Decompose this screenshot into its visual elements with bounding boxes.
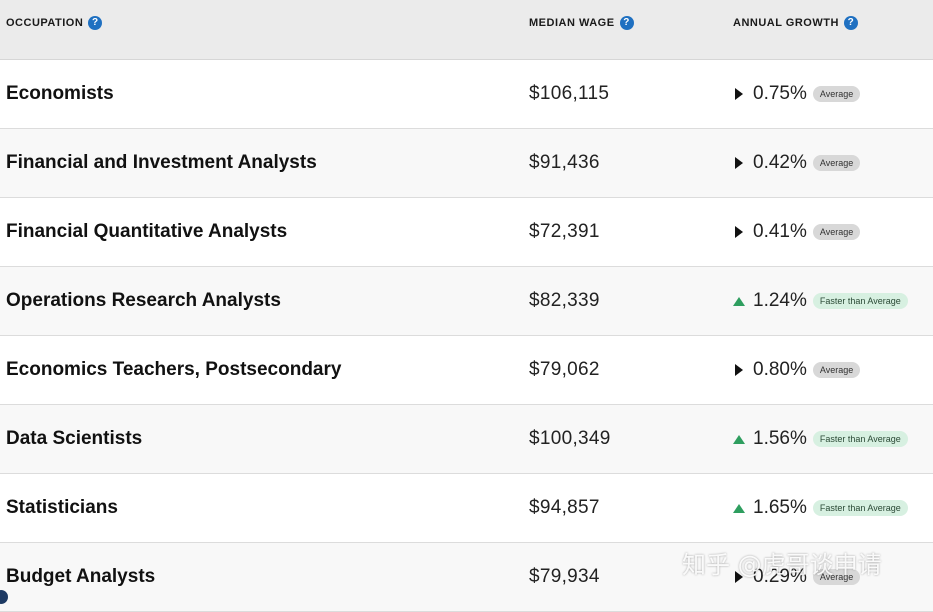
- median-wage-header-label: MEDIAN WAGE: [529, 17, 615, 29]
- growth-badge: Average: [812, 155, 861, 171]
- triangle-right-icon: [733, 226, 745, 238]
- occupation-name[interactable]: Financial Quantitative Analysts: [6, 221, 288, 242]
- triangle-right-icon: [733, 157, 745, 169]
- help-icon[interactable]: ?: [88, 16, 103, 30]
- table-row[interactable]: Statisticians $94,857 1.65% Faster than …: [0, 474, 933, 543]
- annual-growth: 0.42% Average: [733, 129, 861, 197]
- median-wage-column-header[interactable]: MEDIAN WAGE ?: [529, 15, 634, 31]
- help-icon[interactable]: ?: [843, 16, 858, 30]
- annual-growth: 1.24% Faster than Average: [733, 267, 908, 335]
- growth-percent: 1.56%: [753, 428, 807, 449]
- occupation-name[interactable]: Statisticians: [6, 497, 118, 518]
- growth-badge: Average: [812, 224, 861, 240]
- growth-badge: Average: [812, 362, 861, 378]
- growth-percent: 1.24%: [753, 290, 807, 311]
- annual-growth-header-label: ANNUAL GROWTH: [733, 17, 839, 29]
- annual-growth: 0.80% Average: [733, 336, 861, 404]
- median-wage: $94,857: [529, 497, 600, 518]
- annual-growth-column-header[interactable]: ANNUAL GROWTH ?: [733, 15, 858, 31]
- occupation-name[interactable]: Data Scientists: [6, 428, 143, 449]
- occupation-name[interactable]: Operations Research Analysts: [6, 290, 281, 311]
- growth-percent: 0.42%: [753, 152, 807, 173]
- table-row[interactable]: Financial and Investment Analysts $91,43…: [0, 129, 933, 198]
- median-wage: $82,339: [529, 290, 600, 311]
- annual-growth: 0.41% Average: [733, 198, 861, 266]
- growth-badge: Average: [812, 86, 861, 102]
- growth-percent: 0.29%: [753, 566, 807, 587]
- growth-percent: 0.80%: [753, 359, 807, 380]
- annual-growth: 0.29% Average: [733, 543, 861, 611]
- occupation-name[interactable]: Economists: [6, 83, 114, 104]
- triangle-right-icon: [733, 571, 745, 583]
- triangle-right-icon: [733, 364, 745, 376]
- table-row[interactable]: Operations Research Analysts $82,339 1.2…: [0, 267, 933, 336]
- growth-badge: Faster than Average: [812, 431, 908, 447]
- occupation-name[interactable]: Budget Analysts: [6, 566, 156, 587]
- triangle-up-icon: [733, 502, 745, 514]
- growth-badge: Faster than Average: [812, 500, 908, 516]
- table-row[interactable]: Economists $106,115 0.75% Average: [0, 60, 933, 129]
- median-wage: $106,115: [529, 83, 610, 104]
- occupation-column-header[interactable]: OCCUPATION ?: [6, 15, 103, 31]
- median-wage: $79,062: [529, 359, 600, 380]
- triangle-up-icon: [733, 433, 745, 445]
- triangle-up-icon: [733, 295, 745, 307]
- occupation-header-label: OCCUPATION: [6, 17, 84, 29]
- median-wage: $72,391: [529, 221, 600, 242]
- table-row[interactable]: Budget Analysts $79,934 0.29% Average: [0, 543, 933, 612]
- help-icon[interactable]: ?: [619, 16, 634, 30]
- table-row[interactable]: Financial Quantitative Analysts $72,391 …: [0, 198, 933, 267]
- triangle-right-icon: [733, 88, 745, 100]
- occupation-table: Economists $106,115 0.75% Average Financ…: [0, 60, 933, 612]
- median-wage: $79,934: [529, 566, 600, 587]
- table-row[interactable]: Economics Teachers, Postsecondary $79,06…: [0, 336, 933, 405]
- table-row[interactable]: Data Scientists $100,349 1.56% Faster th…: [0, 405, 933, 474]
- growth-badge: Faster than Average: [812, 293, 908, 309]
- growth-badge: Average: [812, 569, 861, 585]
- median-wage: $100,349: [529, 428, 611, 449]
- annual-growth: 1.65% Faster than Average: [733, 474, 908, 542]
- table-header: OCCUPATION ? MEDIAN WAGE ? ANNUAL GROWTH…: [0, 0, 933, 60]
- corner-dot: [0, 590, 8, 604]
- annual-growth: 1.56% Faster than Average: [733, 405, 908, 473]
- occupation-name[interactable]: Economics Teachers, Postsecondary: [6, 359, 342, 380]
- annual-growth: 0.75% Average: [733, 60, 861, 128]
- growth-percent: 1.65%: [753, 497, 807, 518]
- occupation-name[interactable]: Financial and Investment Analysts: [6, 152, 317, 173]
- median-wage: $91,436: [529, 152, 600, 173]
- growth-percent: 0.75%: [753, 83, 807, 104]
- growth-percent: 0.41%: [753, 221, 807, 242]
